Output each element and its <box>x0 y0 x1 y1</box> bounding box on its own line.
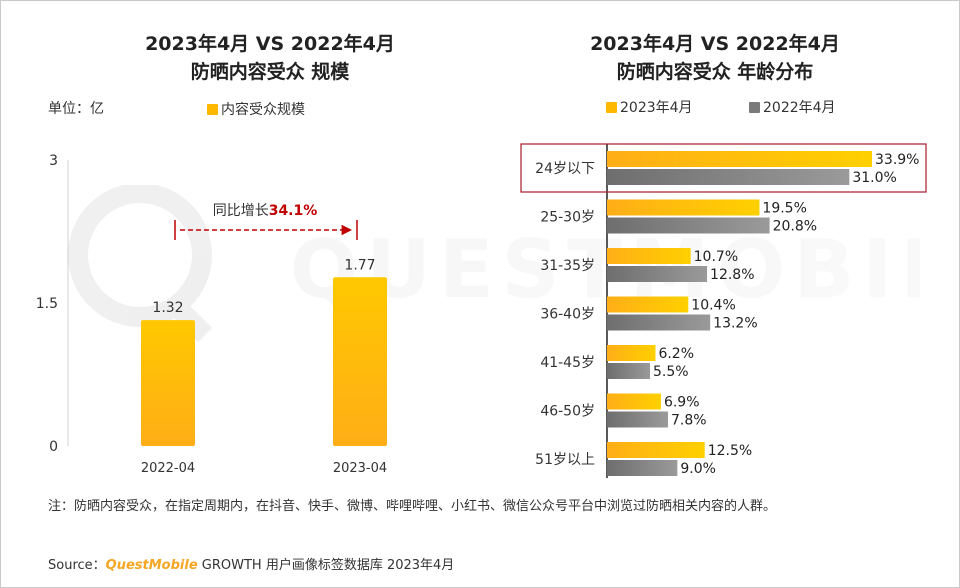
right-category-label: 41-45岁 <box>540 355 595 371</box>
right-category-label: 31-35岁 <box>540 258 595 274</box>
bar-2023-value-label: 19.5% <box>762 201 806 217</box>
bar-2023-25-30岁 <box>607 199 760 216</box>
bar-2022-value-label: 5.5% <box>653 364 689 380</box>
left-bar-2023-04 <box>333 277 387 446</box>
legend-2022-label: 2022年4月 <box>763 100 836 116</box>
left-bar-chart: 0 1.5 3 1.32 2022-04 1.77 2023-04 同比增长34.1% <box>36 153 387 476</box>
right-title-line-1: 2023年4月 VS 2022年4月 <box>590 33 840 55</box>
left-y-tick-label: 3 <box>49 153 58 169</box>
left-y-tick-label: 0 <box>49 439 58 455</box>
legend-left: 内容受众规模 <box>207 99 305 119</box>
bar-2022-value-label: 13.2% <box>713 316 757 332</box>
legend-2023-label: 2023年4月 <box>620 100 693 116</box>
right-title-line-2: 防晒内容受众 年龄分布 <box>616 61 814 83</box>
bar-2023-36-40岁 <box>607 296 689 313</box>
bar-2023-41-45岁 <box>607 345 656 361</box>
growth-annotation: 同比增长34.1% <box>213 203 318 219</box>
bar-2022-value-label: 7.8% <box>671 413 707 429</box>
legend-2022: 2022年4月 <box>749 97 836 117</box>
bar-2022-value-label: 12.8% <box>710 267 754 283</box>
bar-2023-value-label: 6.9% <box>664 395 700 411</box>
right-chart-title: 2023年4月 VS 2022年4月 防晒内容受众 年龄分布 <box>550 30 880 86</box>
charts-canvas: 0 1.5 3 1.32 2022-04 1.77 2023-04 同比增长34.1% 33.… <box>36 143 927 478</box>
bar-2022-41-45岁 <box>607 363 650 379</box>
bar-2022-46-50岁 <box>607 411 668 428</box>
left-x-tick-label: 2022-04 <box>141 461 195 476</box>
bar-2022-value-label: 20.8% <box>773 219 817 235</box>
bar-2023-46-50岁 <box>607 393 661 410</box>
source-brand: QuestMobile <box>105 558 198 573</box>
unit-label: 单位：亿 <box>48 101 104 117</box>
right-category-label: 51岁以上 <box>535 452 595 468</box>
left-y-tick-label: 1.5 <box>36 296 58 312</box>
right-category-label: 36-40岁 <box>540 307 595 323</box>
growth-prefix: 同比增长 <box>213 203 269 219</box>
bar-2022-25-30岁 <box>607 217 770 234</box>
source-prefix: Source： <box>48 558 106 573</box>
bar-2022-31-35岁 <box>607 266 708 282</box>
legend-left-label: 内容受众规模 <box>221 102 305 118</box>
bar-2023-31-35岁 <box>607 248 691 264</box>
right-bar-chart: 33.9% 31.0% 24岁以下 19.5% 20.8% 25-30岁 10.7% 12.8… <box>520 143 927 478</box>
right-category-label: 46-50岁 <box>540 404 595 420</box>
left-chart-title: 2023年4月 VS 2022年4月 防晒内容受众 规模 <box>110 30 430 86</box>
footnote: 注：防晒内容受众，在指定周期内，在抖音、快手、微博、哔哩哔哩、小红书、微信公众号… <box>48 499 777 514</box>
bar-2022-36-40岁 <box>607 314 711 331</box>
source-line: Source：QuestMobile GROWTH 用户画像标签数据库 2023… <box>48 554 454 573</box>
legend-swatch-2022 <box>749 101 760 113</box>
highlight-box <box>520 143 927 193</box>
left-bar-2022-04 <box>141 320 195 446</box>
bar-2023-value-label: 33.9% <box>875 152 919 168</box>
source-rest: GROWTH 用户画像标签数据库 2023年4月 <box>201 558 455 573</box>
left-title-line-1: 2023年4月 VS 2022年4月 <box>145 33 395 55</box>
left-bar-value-label: 1.32 <box>152 300 183 316</box>
right-category-label: 25-30岁 <box>540 210 595 226</box>
right-category-label: 24岁以下 <box>535 161 595 177</box>
legend-swatch-gold <box>207 103 218 115</box>
bar-2022-24岁以下 <box>607 169 850 185</box>
left-x-tick-label: 2023-04 <box>333 461 387 476</box>
legend-swatch-2023 <box>606 101 617 113</box>
left-title-line-2: 防晒内容受众 规模 <box>190 61 350 83</box>
left-bar-value-label: 1.77 <box>344 257 375 273</box>
bar-2023-51岁以上 <box>607 442 705 458</box>
bar-2023-value-label: 10.7% <box>694 249 738 265</box>
growth-value: 34.1% <box>269 203 318 219</box>
bar-2023-value-label: 6.2% <box>658 346 694 362</box>
bar-2022-value-label: 31.0% <box>852 170 896 186</box>
bar-2023-24岁以下 <box>607 151 872 167</box>
bar-2022-value-label: 9.0% <box>680 461 716 477</box>
bar-2022-51岁以上 <box>607 460 678 476</box>
legend-2023: 2023年4月 <box>606 97 693 117</box>
bar-2023-value-label: 10.4% <box>691 298 735 314</box>
bar-2023-value-label: 12.5% <box>708 443 752 459</box>
